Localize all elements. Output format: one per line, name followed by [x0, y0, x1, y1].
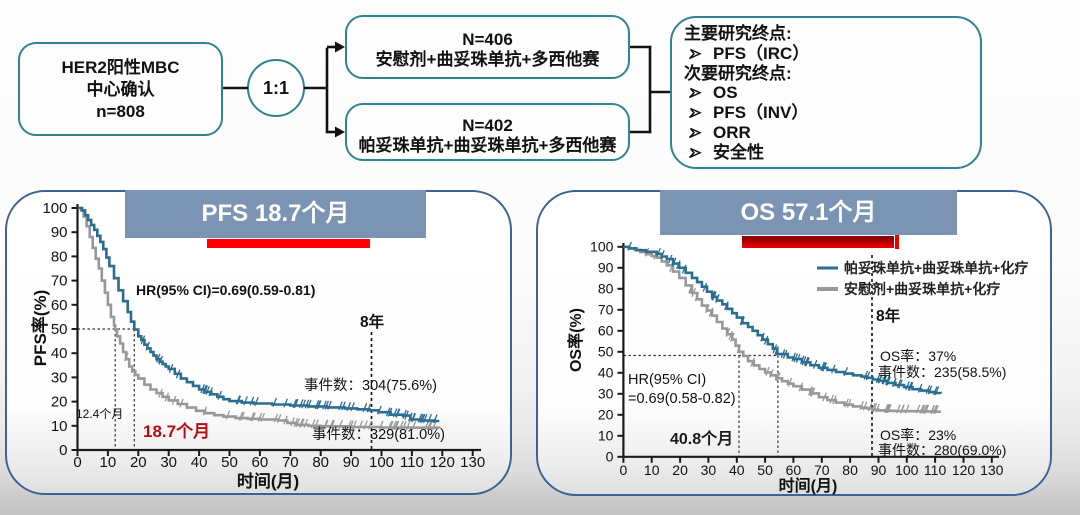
svg-text:60: 60	[252, 454, 269, 471]
svg-text:事件数：235(58.5%): 事件数：235(58.5%)	[878, 364, 1006, 380]
svg-text:时间(月): 时间(月)	[779, 476, 838, 495]
svg-text:帕妥珠单抗+曲妥珠单抗+化疗: 帕妥珠单抗+曲妥珠单抗+化疗	[844, 260, 1028, 276]
svg-text:60: 60	[51, 297, 68, 314]
svg-text:120: 120	[430, 454, 455, 471]
svg-text:40: 40	[51, 345, 68, 362]
svg-text:20: 20	[130, 454, 147, 471]
svg-text:70: 70	[598, 301, 614, 317]
svg-text:10: 10	[598, 427, 614, 443]
svg-text:50: 50	[598, 343, 614, 359]
svg-text:18.7个月: 18.7个月	[143, 421, 210, 441]
svg-text:90: 90	[343, 454, 360, 471]
svg-text:安慰剂+曲妥珠单抗+化疗: 安慰剂+曲妥珠单抗+化疗	[844, 281, 1000, 297]
svg-text:PFS率(%): PFS率(%)	[30, 290, 50, 367]
svg-text:12.4个月: 12.4个月	[76, 407, 123, 421]
svg-text:40: 40	[598, 364, 614, 380]
svg-text:70: 70	[814, 462, 830, 478]
svg-text:0: 0	[59, 442, 67, 459]
svg-text:40: 40	[191, 454, 208, 471]
svg-text:OS率：23%: OS率：23%	[880, 427, 956, 443]
svg-text:10: 10	[644, 462, 660, 478]
svg-text:40: 40	[729, 462, 745, 478]
svg-text:40.8个月: 40.8个月	[670, 429, 733, 448]
svg-text:60: 60	[786, 462, 802, 478]
svg-text:50: 50	[221, 454, 238, 471]
svg-text:30: 30	[160, 454, 177, 471]
svg-text:30: 30	[51, 369, 68, 386]
svg-text:60: 60	[598, 322, 614, 338]
svg-text:8年: 8年	[876, 306, 901, 325]
svg-text:70: 70	[51, 273, 68, 290]
svg-text:HR(95% CI): HR(95% CI)	[628, 372, 706, 388]
svg-text:130: 130	[460, 454, 485, 471]
svg-text:OS率(%): OS率(%)	[566, 308, 585, 372]
svg-text:80: 80	[598, 280, 614, 296]
svg-text:50: 50	[51, 321, 68, 338]
svg-text:30: 30	[701, 462, 717, 478]
svg-text:10: 10	[100, 454, 117, 471]
svg-text:0: 0	[73, 454, 81, 471]
svg-text:10: 10	[51, 418, 68, 435]
svg-text:事件数：280(69.0%): 事件数：280(69.0%)	[878, 442, 1006, 458]
svg-text:120: 120	[952, 462, 976, 478]
svg-text:50: 50	[757, 462, 773, 478]
svg-text:事件数：329(81.0%): 事件数：329(81.0%)	[312, 426, 445, 443]
svg-text:90: 90	[51, 224, 68, 241]
svg-text:110: 110	[924, 462, 947, 478]
svg-text:=0.69(0.58-0.82): =0.69(0.58-0.82)	[628, 391, 736, 407]
svg-text:80: 80	[842, 462, 858, 478]
svg-text:20: 20	[598, 406, 614, 422]
svg-text:OS率：37%: OS率：37%	[880, 348, 956, 364]
svg-text:8年: 8年	[360, 312, 385, 331]
svg-text:0: 0	[620, 462, 628, 478]
svg-text:130: 130	[980, 462, 1004, 478]
svg-text:100: 100	[369, 454, 394, 471]
svg-text:90: 90	[871, 462, 887, 478]
svg-text:100: 100	[590, 238, 614, 254]
svg-text:80: 80	[51, 248, 68, 265]
svg-text:80: 80	[312, 454, 329, 471]
svg-text:70: 70	[282, 454, 299, 471]
svg-text:时间(月): 时间(月)	[237, 471, 299, 491]
svg-text:事件数：304(75.6%): 事件数：304(75.6%)	[304, 377, 437, 394]
svg-text:20: 20	[51, 394, 68, 411]
svg-text:110: 110	[400, 454, 424, 471]
svg-text:20: 20	[672, 462, 688, 478]
svg-text:90: 90	[598, 259, 614, 275]
svg-text:100: 100	[895, 462, 919, 478]
svg-text:30: 30	[598, 385, 614, 401]
svg-text:HR(95% CI)=0.69(0.59-0.81): HR(95% CI)=0.69(0.59-0.81)	[136, 282, 315, 298]
svg-text:100: 100	[42, 200, 67, 217]
svg-text:0: 0	[606, 448, 614, 464]
